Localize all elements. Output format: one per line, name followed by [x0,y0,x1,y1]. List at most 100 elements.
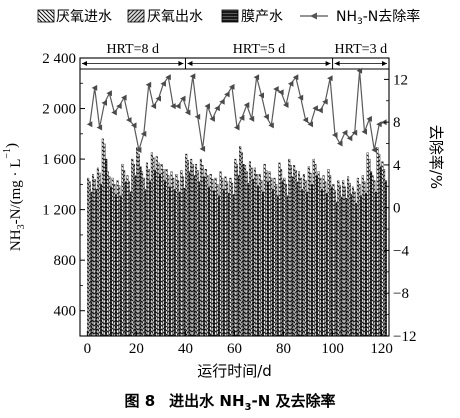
removal-rate-point-day-119 [376,121,382,128]
removal-rate-point-day-25 [145,81,152,88]
bar-2-day-5 [98,172,101,337]
bar-1-day-97 [322,175,325,337]
bar-1-day-91 [307,166,310,337]
phase-label-2: HRT=5 d [233,42,286,57]
bar-2-day-109 [353,191,356,337]
legend-swatch-1 [37,9,55,23]
bar-1-day-9 [106,171,109,337]
bar-2-day-105 [343,186,346,337]
legend-label-4: NH3-N去除率 [336,8,420,27]
phase-band: HRT=8 d HRT=5 d HRT=3 d [80,42,389,70]
x-tick-label-120: 120 [370,341,393,357]
legend-label-1: 厌氧进水 [56,9,112,25]
bar-1-day-61 [234,158,237,337]
yr-tick-label-8: 8 [393,115,401,131]
removal-rate-point-day-103 [337,140,343,147]
yl-tick-label-800: 800 [54,253,77,269]
bar-2-day-49 [206,175,209,337]
bar-2-day-65 [245,171,248,337]
bar-1-day-85 [293,165,296,337]
bar-1-day-51 [209,174,212,337]
removal-rate-point-day-89 [302,117,309,123]
bar-2-day-71 [260,180,263,337]
bar-1-day-93 [312,158,315,337]
bar-1-day-23 [141,171,144,337]
phase-arrowhead-left-1 [82,61,87,66]
legend-label-3: 膜产水 [241,9,283,25]
bar-1-day-31 [160,163,163,337]
removal-rate-point-day-83 [287,80,294,87]
removal-rate-point-day-69 [253,74,260,81]
bar-1-day-37 [175,174,178,337]
caption-text-sub: 3 [244,402,252,413]
removal-rate-point-day-105 [341,129,348,136]
bar-1-day-87 [297,171,301,337]
bar-1-day-55 [219,171,222,337]
bar-2-day-111 [358,184,361,337]
phase-arrowhead-left-2 [187,61,193,66]
bar-1-day-63 [239,146,242,337]
removal-rate-point-day-45 [194,113,201,120]
removal-rate-point-day-85 [292,74,299,81]
removal-rate-point-day-35 [170,103,176,110]
bar-1-day-111 [356,177,359,337]
removal-rate-line [86,67,387,153]
removal-rate-point-day-7 [101,99,107,106]
removal-rate-point-day-87 [297,94,304,101]
caption-number: 图 8 [124,392,156,410]
yr-tick-label-4: 4 [393,158,401,174]
bar-2-day-93 [314,163,317,337]
removal-rate-point-day-63 [238,114,245,121]
bar-2-day-115 [368,158,371,337]
bar-3-day-121 [384,180,387,337]
removal-rate-point-day-99 [327,75,333,82]
bar-1-day-45 [194,163,198,337]
bar-2-day-13 [118,185,121,337]
bar-1-day-81 [283,177,286,337]
removal-rate-point-day-15 [121,94,127,101]
bar-1-day-19 [131,158,134,337]
bar-1-day-105 [342,180,345,337]
yr-tick-label--4: −4 [393,243,409,259]
phase-label-1: HRT=8 d [106,42,159,57]
bar-1-day-89 [302,174,305,337]
bar-2-day-41 [186,160,189,337]
bar-1-day-39 [180,170,183,337]
removal-rate-point-day-5 [96,124,103,131]
removal-rate-point-day-113 [361,128,367,135]
bar-2-day-81 [284,184,288,337]
removal-rate-point-day-19 [131,122,137,129]
removal-rate-point-day-121 [381,119,387,126]
bar-1-day-73 [263,163,266,337]
legend-label-2: 厌氧出水 [147,9,203,25]
bar-1-day-47 [199,158,202,337]
removal-rate-point-day-115 [366,115,372,122]
bar-2-day-29 [157,162,160,337]
bar-1-day-119 [376,147,379,337]
bar-2-day-21 [137,153,140,337]
removal-rate-point-day-49 [204,103,210,110]
bar-2-day-107 [348,182,351,337]
bar-2-day-85 [294,170,297,337]
bar-1-day-95 [317,171,320,337]
removal-rate-point-day-13 [116,103,122,110]
removal-rate-point-day-39 [180,95,186,102]
bar-1-day-117 [371,175,374,337]
yr-tick-label-0: 0 [393,201,401,217]
bars [87,138,387,337]
legend: 厌氧进水 厌氧出水 膜产水 NH3-N去除率 [37,8,420,27]
removal-rate-point-day-65 [243,102,250,108]
yl-tick-label-400: 400 [54,304,77,320]
bar-2-day-117 [373,180,376,337]
bar-2-day-63 [240,152,243,337]
bar-2-day-83 [289,165,292,337]
removal-rate-point-day-55 [219,98,225,105]
removal-rate-point-day-1 [86,121,93,128]
bar-1-day-35 [170,171,173,337]
bar-2-day-91 [309,172,312,337]
x-tick-label-40: 40 [178,341,193,357]
bar-2-day-113 [363,181,366,337]
bar-1-day-1 [87,177,90,337]
removal-rate-point-day-77 [273,86,279,92]
removal-rate-point-day-97 [322,98,328,105]
